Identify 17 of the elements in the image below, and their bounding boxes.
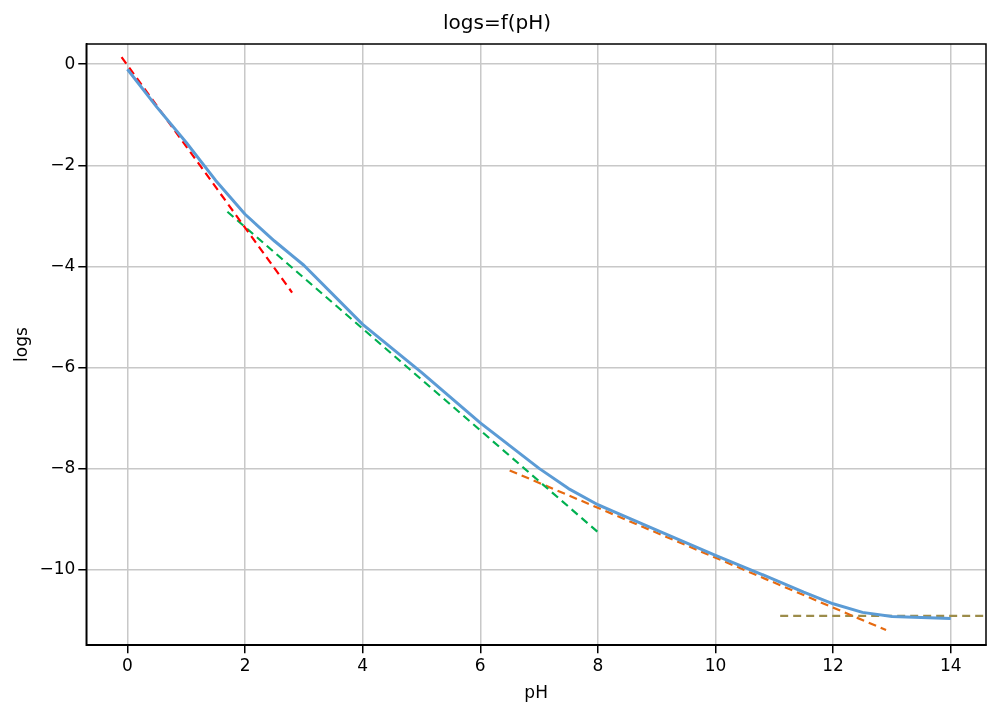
x-axis-title: pH <box>524 682 548 703</box>
y-tick-label: −10 <box>39 557 76 578</box>
chart-title: logs=f(pH) <box>442 10 552 35</box>
y-axis-title: logs <box>10 327 31 362</box>
y-tick-label: −8 <box>50 456 76 477</box>
x-tick-label: 2 <box>239 654 251 675</box>
y-tick-label: 0 <box>64 52 76 73</box>
x-tick-label: 10 <box>704 654 727 675</box>
x-tick-label: 12 <box>822 654 844 675</box>
y-tick-label: −2 <box>50 153 76 174</box>
x-tick-label: 6 <box>474 654 486 675</box>
x-tick-label: 14 <box>939 654 962 675</box>
x-tick-label: 4 <box>357 654 369 675</box>
x-tick-label: 0 <box>122 654 133 675</box>
x-tick-label: 8 <box>592 654 604 675</box>
y-tick-label: −4 <box>50 254 76 275</box>
y-tick-label: −6 <box>50 355 76 376</box>
